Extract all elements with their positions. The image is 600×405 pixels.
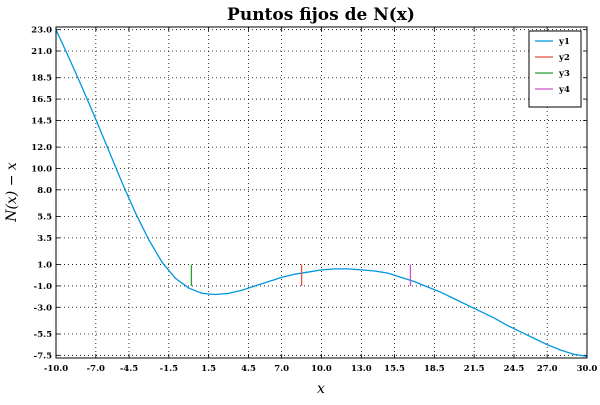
legend: y1 y2 y3 y4 xyxy=(528,30,582,108)
chart-title: Puntos fijos de N(x) xyxy=(227,5,415,25)
x-tick-label: 27.0 xyxy=(537,364,558,374)
x-tick-label: 4.5 xyxy=(241,364,256,374)
y-tick-label: -5.5 xyxy=(34,330,52,340)
x-tick-label: -7.0 xyxy=(87,364,105,374)
axis-ticks: -10.0 -7.0 -4.5 -1.5 1.5 4.5 7.0 10.0 13.0 15.5 18… xyxy=(31,26,597,374)
y-tick-label: 10.0 xyxy=(31,164,52,174)
y-tick-label: -3.0 xyxy=(34,303,52,313)
x-tick-label: 21.5 xyxy=(464,364,485,374)
y-tick-label: 1.0 xyxy=(37,261,52,271)
grid xyxy=(56,27,587,358)
x-tick-label: -10.0 xyxy=(44,364,68,374)
series-layer xyxy=(55,29,588,358)
y-tick-label: 5.5 xyxy=(37,213,52,223)
y-tick-label: -7.5 xyxy=(34,351,52,361)
x-tick-label: -4.5 xyxy=(120,364,138,374)
legend-label-y3: y3 xyxy=(558,69,570,79)
plot-frame xyxy=(55,26,588,359)
y-tick-label: 8.0 xyxy=(37,186,52,196)
x-tick-label: 24.5 xyxy=(504,364,525,374)
y-tick-label: 21.0 xyxy=(31,47,52,57)
x-tick-label: 30.0 xyxy=(577,364,598,374)
y-axis-label: N(x) − x xyxy=(4,162,20,223)
legend-label-y4: y4 xyxy=(558,85,570,95)
x-tick-label: 18.5 xyxy=(424,364,445,374)
x-tick-label: 15.5 xyxy=(384,364,405,374)
series-line-y1 xyxy=(55,29,588,358)
x-tick-label: 13.0 xyxy=(351,364,372,374)
y-tick-label: 3.5 xyxy=(37,234,52,244)
legend-label-y1: y1 xyxy=(558,37,570,47)
y-tick-label: 16.5 xyxy=(31,95,52,105)
x-tick-label: 1.5 xyxy=(201,364,216,374)
y-tick-label: 18.5 xyxy=(31,74,52,84)
legend-label-y2: y2 xyxy=(558,53,570,63)
x-tick-label: 10.0 xyxy=(311,364,332,374)
x-tick-label: -1.5 xyxy=(160,364,178,374)
legend-box xyxy=(528,30,582,108)
y-tick-label: 14.5 xyxy=(31,116,52,126)
x-tick-label: 7.0 xyxy=(274,364,289,374)
y-tick-label: 23.0 xyxy=(31,26,52,36)
y-tick-label: 12.0 xyxy=(31,143,52,153)
y-tick-label: -1.0 xyxy=(34,282,52,292)
x-axis-label: x xyxy=(317,381,325,397)
